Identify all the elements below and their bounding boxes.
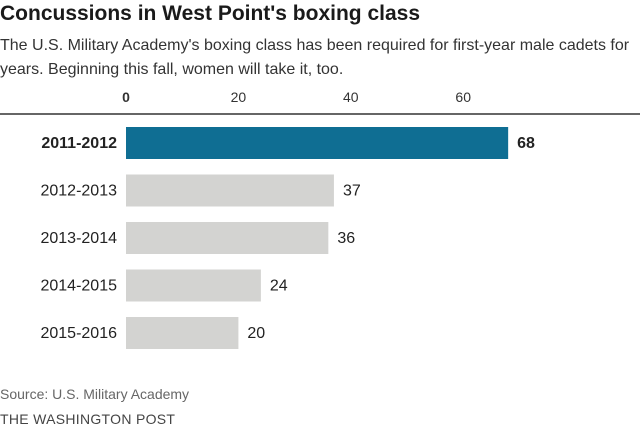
bar bbox=[126, 127, 509, 159]
value-label: 37 bbox=[343, 183, 361, 200]
bar bbox=[126, 269, 261, 302]
x-tick-label: 20 bbox=[231, 89, 247, 105]
bar bbox=[126, 222, 329, 254]
category-label: 2015-2016 bbox=[40, 325, 117, 342]
x-tick-label: 0 bbox=[122, 89, 130, 105]
value-label: 68 bbox=[517, 135, 535, 152]
value-label: 24 bbox=[270, 278, 288, 295]
bar bbox=[126, 174, 334, 207]
chart-subtitle: The U.S. Military Academy's boxing class… bbox=[0, 37, 630, 78]
category-label: 2014-2015 bbox=[40, 278, 117, 295]
x-tick-label: 60 bbox=[455, 89, 471, 105]
value-label: 36 bbox=[337, 230, 355, 247]
chart-title: Concussions in West Point's boxing class bbox=[0, 2, 421, 25]
category-label: 2012-2013 bbox=[40, 183, 117, 200]
publisher-credit: THE WASHINGTON POST bbox=[0, 411, 176, 427]
category-label: 2013-2014 bbox=[40, 230, 117, 247]
category-label: 2011-2012 bbox=[41, 135, 117, 152]
x-tick-label: 40 bbox=[343, 89, 359, 105]
bar bbox=[126, 317, 239, 349]
value-label: 20 bbox=[247, 325, 265, 342]
source-note: Source: U.S. Military Academy bbox=[0, 386, 190, 402]
